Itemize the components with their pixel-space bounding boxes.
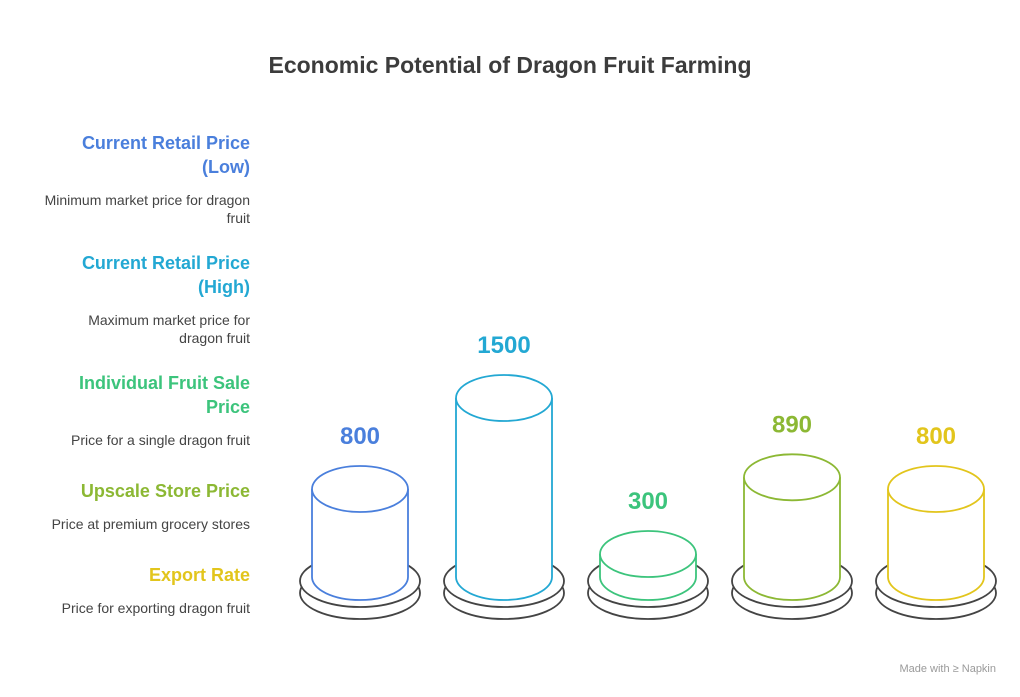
bar-body — [311, 489, 409, 601]
legend-desc-line2: fruit — [226, 210, 250, 226]
legend-title-line1: Current Retail Price — [81, 133, 250, 153]
legend-desc-line1: Maximum market price for — [88, 312, 250, 328]
bar-top — [311, 465, 409, 513]
bar-value-label: 800 — [340, 423, 380, 450]
legend-description: Maximum market price for dragon fruit — [20, 311, 250, 347]
bar-body — [455, 398, 553, 601]
legend-desc-line2: dragon fruit — [179, 330, 250, 346]
legend-item-export-rate: Export Rate Price for exporting dragon f… — [20, 563, 250, 617]
legend-description: Price for a single dragon fruit — [20, 431, 250, 449]
legend-title: Current Retail Price (High) — [20, 251, 250, 299]
chart-title: Economic Potential of Dragon Fruit Farmi… — [268, 52, 752, 78]
legend-title: Current Retail Price (Low) — [20, 131, 250, 179]
legend-desc-line1: Minimum market price for dragon — [44, 192, 250, 208]
legend-title: Individual Fruit Sale Price — [20, 371, 250, 419]
bar-top — [743, 453, 841, 502]
bar-body — [887, 489, 985, 601]
legend-title-line1: Individual Fruit Sale — [78, 373, 250, 393]
bar-body — [743, 477, 841, 601]
legend-title-line2: (High) — [198, 277, 250, 297]
legend-item-retail-high: Current Retail Price (High) Maximum mark… — [20, 251, 250, 347]
cylinder-bar: 800 — [875, 423, 997, 620]
legend-description: Price for exporting dragon fruit — [20, 599, 250, 617]
bar-top — [599, 530, 697, 578]
legend-item-individual-fruit: Individual Fruit Sale Price Price for a … — [20, 371, 250, 449]
legend-title-line1: Upscale Store Price — [80, 481, 250, 501]
cylinder-bar: 1500 — [443, 332, 565, 620]
bar-top — [455, 374, 553, 422]
legend-title-line2: (Low) — [202, 157, 250, 177]
legend-desc-line1: Price for a single dragon fruit — [71, 432, 250, 448]
cylinder-bar: 800 — [299, 423, 421, 620]
legend-title: Upscale Store Price — [20, 479, 250, 503]
bar-value-label: 800 — [916, 423, 956, 450]
legend-description: Price at premium grocery stores — [20, 515, 250, 533]
watermark: Made with ≥ Napkin — [899, 663, 996, 675]
legend-desc-line1: Price at premium grocery stores — [51, 516, 250, 532]
cylinder-bar: 300 — [587, 488, 709, 620]
legend-title-line1: Export Rate — [148, 565, 250, 585]
legend-title-line1: Current Retail Price — [81, 253, 250, 273]
legend-item-retail-low: Current Retail Price (Low) Minimum marke… — [20, 131, 250, 227]
bar-top — [887, 465, 985, 513]
legend-title-line2: Price — [205, 397, 250, 417]
bar-value-label: 1500 — [477, 332, 530, 359]
legend-desc-line1: Price for exporting dragon fruit — [61, 600, 250, 616]
legend-item-upscale-store: Upscale Store Price Price at premium gro… — [20, 479, 250, 533]
cylinder-bar: 890 — [731, 411, 853, 620]
bar-value-label: 890 — [772, 411, 812, 438]
legend-description: Minimum market price for dragon fruit — [20, 191, 250, 227]
legend-title: Export Rate — [20, 563, 250, 587]
bar-value-label: 300 — [628, 488, 668, 515]
